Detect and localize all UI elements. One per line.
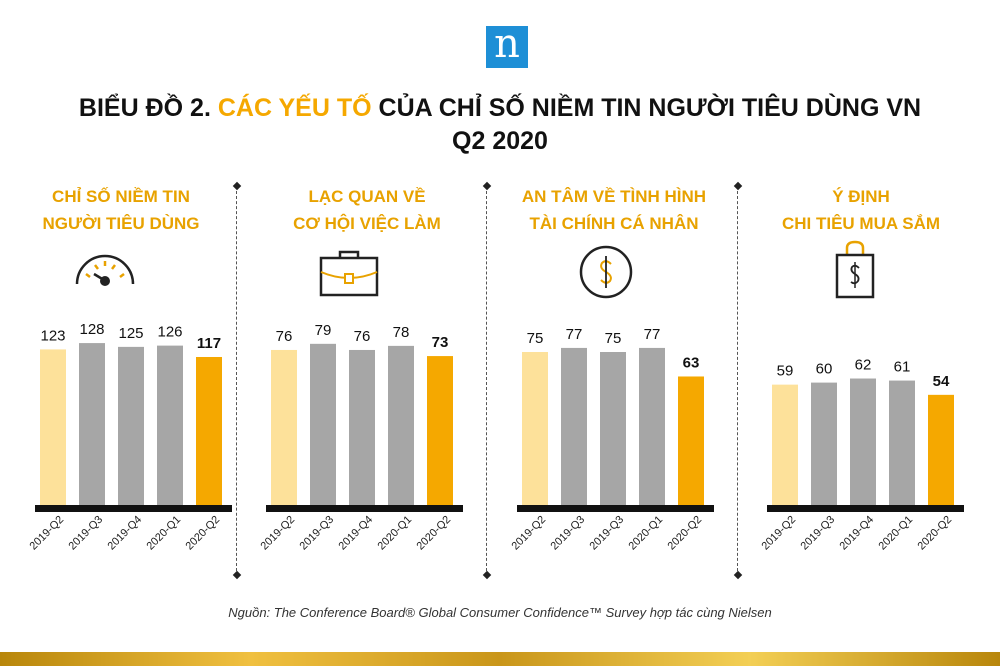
data-label-panel1-5: 117 bbox=[197, 335, 221, 352]
tick-label-panel2-5: 2020-Q2 bbox=[414, 514, 453, 553]
panel-title-1: CHỈ SỐ NIỀM TIN NGƯỜI TIÊU DÙNG bbox=[1, 183, 241, 237]
bar-panel1-3 bbox=[118, 346, 144, 505]
dollar-coin-icon bbox=[579, 245, 633, 299]
data-label-panel1-3: 125 bbox=[118, 325, 143, 342]
panel-title-4: Ý ĐỊNH CHI TIÊU MUA SẮM bbox=[741, 183, 981, 237]
tick-label-panel3-1: 2019-Q2 bbox=[509, 514, 548, 553]
briefcase-icon bbox=[319, 250, 379, 297]
divider-1 bbox=[236, 186, 237, 576]
data-label-panel4-4: 61 bbox=[894, 359, 911, 376]
data-label-panel1-1: 123 bbox=[40, 327, 65, 344]
data-label-panel3-2: 77 bbox=[566, 326, 583, 343]
gold-bottom-bar bbox=[0, 652, 1000, 666]
tick-label-panel4-5: 2020-Q2 bbox=[915, 514, 954, 553]
tick-label-panel4-2: 2019-Q3 bbox=[798, 514, 837, 553]
title-prefix: BIỂU ĐỒ 2. bbox=[78, 94, 218, 122]
tick-label-panel1-3: 2019-Q4 bbox=[105, 514, 144, 553]
tick-label-panel3-3: 2019-Q3 bbox=[587, 514, 626, 553]
source-note: Nguồn: The Conference Board® Global Cons… bbox=[228, 605, 772, 620]
bar-panel3-5 bbox=[678, 376, 704, 505]
nielsen-logo: n bbox=[486, 24, 528, 68]
data-label-panel2-4: 78 bbox=[393, 324, 410, 341]
panel-2-title-line-1: LẠC QUAN VỀ bbox=[308, 187, 426, 206]
panel-2-title-line-2: CƠ HỘI VIỆC LÀM bbox=[293, 214, 441, 233]
tick-label-panel1-4: 2020-Q1 bbox=[144, 514, 183, 553]
tick-label-panel2-4: 2020-Q1 bbox=[375, 514, 414, 553]
data-label-panel1-2: 128 bbox=[79, 321, 104, 338]
tick-label-panel3-2: 2019-Q3 bbox=[548, 514, 587, 553]
bar-panel2-4 bbox=[388, 345, 414, 505]
title-line2: Q2 2020 bbox=[452, 127, 548, 155]
tick-label-panel2-3: 2019-Q4 bbox=[336, 514, 375, 553]
panel-3-title-line-1: AN TÂM VỀ TÌNH HÌNH bbox=[521, 187, 707, 206]
tick-label-panel2-2: 2019-Q3 bbox=[297, 514, 336, 553]
tick-label-panel1-2: 2019-Q3 bbox=[66, 514, 105, 553]
baseline-panel4 bbox=[767, 505, 964, 512]
tick-label-panel1-1: 2019-Q2 bbox=[27, 514, 66, 553]
gauge-icon bbox=[75, 254, 135, 286]
bar-panel4-4 bbox=[889, 380, 915, 505]
bar-panel1-1 bbox=[40, 349, 66, 505]
tick-label-panel4-4: 2020-Q1 bbox=[876, 514, 915, 553]
baseline-panel3 bbox=[517, 505, 714, 512]
bar-panel1-2 bbox=[79, 343, 105, 505]
data-label-panel4-1: 59 bbox=[777, 363, 794, 380]
bar-panel4-1 bbox=[772, 384, 798, 505]
baseline-panel1 bbox=[35, 505, 232, 512]
bar-panel4-2 bbox=[811, 382, 837, 505]
bar-panel1-4 bbox=[157, 345, 183, 505]
data-label-panel3-1: 75 bbox=[527, 330, 544, 347]
data-label-panel3-5: 63 bbox=[683, 354, 700, 371]
shopping-bag-icon bbox=[835, 240, 875, 299]
tick-label-panel2-1: 2019-Q2 bbox=[258, 514, 297, 553]
data-label-panel3-4: 77 bbox=[644, 326, 661, 343]
data-label-panel2-1: 76 bbox=[276, 328, 293, 345]
panel-3-title-line-2: TÀI CHÍNH CÁ NHÂN bbox=[529, 214, 699, 233]
tick-label-panel3-5: 2020-Q2 bbox=[665, 514, 704, 553]
data-label-panel2-3: 76 bbox=[354, 328, 371, 345]
panel-title-3: AN TÂM VỀ TÌNH HÌNH TÀI CHÍNH CÁ NHÂN bbox=[494, 183, 734, 237]
data-label-panel3-3: 75 bbox=[605, 330, 622, 347]
bar-panel3-4 bbox=[639, 347, 665, 505]
panel-1-title-line-2: NGƯỜI TIÊU DÙNG bbox=[42, 214, 200, 233]
data-label-panel4-3: 62 bbox=[855, 357, 872, 374]
baseline-panel2 bbox=[266, 505, 463, 512]
bar-panel2-2 bbox=[310, 343, 336, 505]
bar-panel3-2 bbox=[561, 347, 587, 505]
bar-panel2-3 bbox=[349, 349, 375, 505]
data-label-panel2-2: 79 bbox=[315, 322, 332, 339]
panel-title-2: LẠC QUAN VỀ CƠ HỘI VIỆC LÀM bbox=[247, 183, 487, 237]
bar-panel4-3 bbox=[850, 378, 876, 505]
page-title: BIỂU ĐỒ 2. CÁC YẾU TỐ CỦA CHỈ SỐ NIỀM TI… bbox=[0, 92, 1000, 158]
bar-panel4-5 bbox=[928, 394, 954, 505]
bar-panel2-5 bbox=[427, 356, 453, 505]
tick-label-panel4-3: 2019-Q4 bbox=[837, 514, 876, 553]
title-highlight: CÁC YẾU TỐ bbox=[217, 94, 372, 122]
panel-1-title-line-1: CHỈ SỐ NIỀM TIN bbox=[52, 187, 190, 206]
bar-panel3-3 bbox=[600, 352, 626, 505]
tick-label-panel1-5: 2020-Q2 bbox=[183, 514, 222, 553]
title-suffix: CỦA CHỈ SỐ NIỀM TIN NGƯỜI TIÊU DÙNG VN bbox=[371, 94, 922, 122]
bar-panel1-5 bbox=[196, 356, 222, 505]
data-label-panel4-5: 54 bbox=[933, 373, 950, 390]
tick-label-panel4-1: 2019-Q2 bbox=[759, 514, 798, 553]
bar-panel2-1 bbox=[271, 349, 297, 505]
data-label-panel4-2: 60 bbox=[816, 361, 833, 378]
tick-label-panel3-4: 2020-Q1 bbox=[626, 514, 665, 553]
bar-panel3-1 bbox=[522, 352, 548, 505]
data-label-panel2-5: 73 bbox=[432, 334, 449, 351]
divider-2 bbox=[486, 186, 487, 576]
divider-3 bbox=[737, 186, 738, 576]
panel-4-title-line-1: Ý ĐỊNH bbox=[832, 187, 890, 206]
panel-4-title-line-2: CHI TIÊU MUA SẮM bbox=[781, 214, 941, 233]
data-label-panel1-4: 126 bbox=[157, 324, 182, 341]
